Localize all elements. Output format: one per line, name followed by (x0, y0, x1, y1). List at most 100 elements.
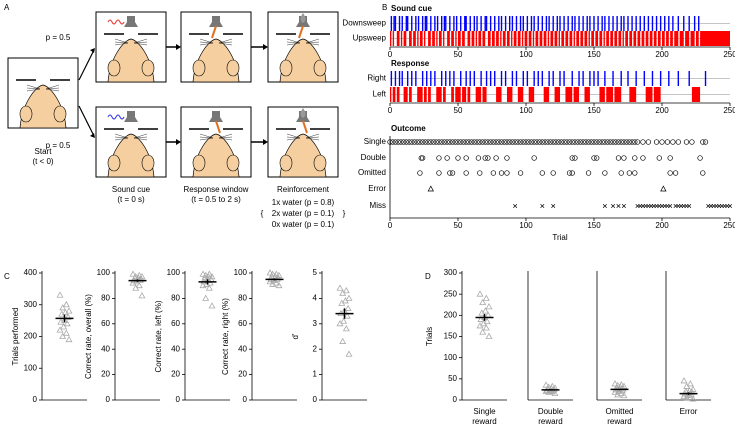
trial-span (403, 31, 407, 46)
y-axis-label: d' (291, 333, 300, 339)
individual-marker (680, 392, 688, 400)
trial-span (524, 31, 528, 46)
whisker (114, 41, 129, 44)
row-label: Omitted (358, 168, 386, 177)
outcome-marker (569, 139, 575, 145)
individual-marker (686, 393, 694, 400)
y-tick-label: 20 (238, 370, 247, 379)
x-tick-label: 100 (519, 221, 533, 230)
whisker (114, 136, 129, 139)
outcome-marker (479, 139, 486, 145)
trial-span (513, 31, 517, 46)
individual-marker (64, 313, 72, 320)
outcome-marker (602, 170, 608, 176)
individual-marker (345, 350, 353, 357)
outcome-marker (463, 139, 469, 145)
y-tick-label: 0 (33, 395, 38, 404)
whisker (218, 42, 233, 46)
outcome-marker (526, 139, 532, 145)
individual-marker (199, 270, 207, 277)
outcome-marker (517, 170, 524, 176)
arrowhead (176, 139, 181, 145)
trial-span (599, 31, 603, 46)
row-label: Error (368, 184, 386, 193)
outcome-marker (474, 139, 480, 145)
sound-wave (107, 114, 125, 120)
x-tick-label: 100 (519, 50, 533, 59)
trial-span (599, 87, 605, 102)
trial-span (428, 87, 431, 102)
trial-span (565, 31, 569, 46)
trial-span (674, 31, 679, 46)
trial-span (565, 87, 573, 102)
individual-marker (132, 284, 140, 291)
trial-span (662, 31, 665, 46)
trial-span (561, 31, 565, 46)
individual-marker (336, 319, 344, 327)
individual-marker (683, 394, 691, 401)
outcome-marker (629, 139, 635, 145)
outcome-marker (531, 139, 537, 145)
individual-marker (341, 297, 349, 304)
trial-span (645, 87, 653, 102)
trial-span (424, 87, 427, 102)
outcome-marker (604, 139, 611, 145)
trial-span (396, 87, 400, 102)
mouse-ear (53, 105, 67, 123)
x-tick-label: 0 (388, 50, 393, 59)
whisker (199, 42, 214, 46)
y-axis-label: Correct rate, overall (%) (84, 294, 93, 379)
outcome-marker (547, 139, 554, 145)
outcome-marker (507, 139, 513, 145)
outcome-marker (436, 139, 442, 145)
trial-span (573, 87, 580, 102)
individual-marker (275, 271, 283, 278)
outcome-marker (477, 139, 483, 145)
outcome-marker (572, 155, 578, 161)
outcome-marker (447, 170, 453, 176)
outcome-marker (550, 170, 556, 176)
trial-span (443, 31, 445, 46)
trial-span (458, 31, 461, 46)
trial-span (670, 31, 673, 46)
outcome-marker (583, 139, 589, 145)
outcome-marker (602, 139, 608, 145)
trial-span (528, 87, 535, 102)
outcome-marker (610, 139, 616, 145)
individual-marker (338, 299, 346, 306)
whisker (26, 87, 41, 90)
stage-label: Reinforcement (277, 185, 330, 194)
outcome-marker (517, 139, 524, 145)
trial-span (603, 31, 605, 46)
outcome-marker (591, 155, 597, 161)
outcome-marker (561, 139, 567, 145)
individual-marker (129, 279, 137, 286)
outcome-marker (528, 139, 535, 145)
individual-marker (342, 325, 350, 332)
outcome-marker (700, 139, 706, 145)
outcome-marker (588, 139, 594, 145)
trial-span (532, 31, 535, 46)
outcome-marker (623, 139, 630, 145)
outcome-marker (660, 185, 667, 192)
y-tick-label: 0 (313, 395, 318, 404)
trial-span (409, 87, 412, 102)
trial-span (573, 31, 575, 46)
whisker (133, 136, 148, 139)
outcome-marker (577, 139, 584, 145)
outcome-marker (616, 203, 621, 209)
individual-marker (205, 284, 213, 291)
individual-marker (542, 381, 550, 388)
y-tick-label: 0 (176, 395, 181, 404)
x-tick-label: 100 (519, 106, 533, 115)
outcome-marker (599, 139, 605, 145)
outcome-marker (439, 139, 445, 145)
trial-span (606, 87, 614, 102)
outcome-marker (667, 170, 673, 176)
trial-span (462, 31, 465, 46)
x-tick-label: 150 (587, 50, 601, 59)
individual-marker (208, 272, 216, 280)
x-tick-label: 150 (587, 221, 601, 230)
row-label: Miss (370, 201, 386, 210)
individual-marker (344, 304, 352, 311)
